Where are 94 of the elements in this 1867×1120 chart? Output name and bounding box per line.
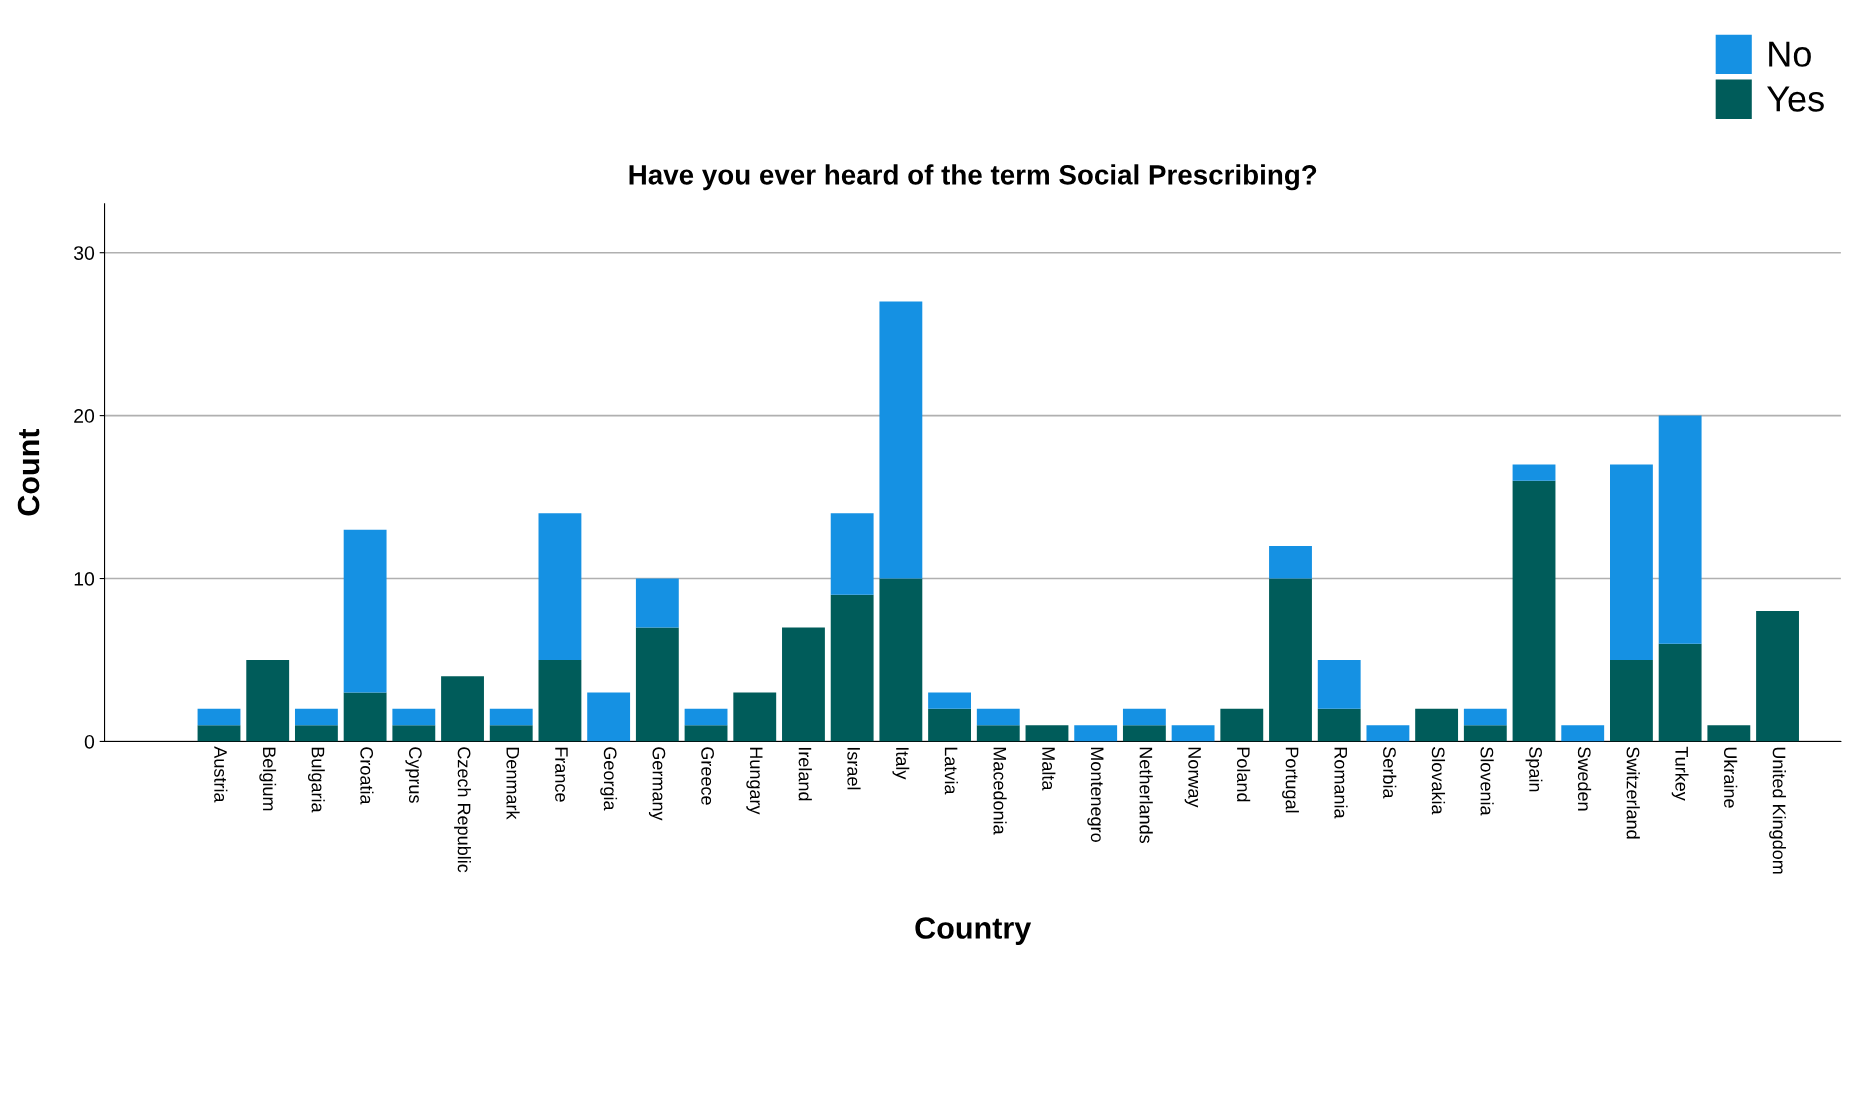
- bar: [392, 708, 436, 726]
- x-tick-label: United Kingdom: [1769, 747, 1786, 874]
- x-axis-title: Country: [915, 917, 1032, 945]
- x-tick-label: Bulgaria: [308, 747, 325, 813]
- bar: [1171, 725, 1215, 742]
- bar: [1220, 708, 1264, 742]
- bar: [1463, 708, 1507, 726]
- bar: [782, 627, 825, 742]
- x-tick-label: France: [555, 747, 568, 802]
- x-tick-label: Greece: [701, 747, 714, 805]
- bar: [1269, 578, 1312, 742]
- bar: [879, 301, 923, 579]
- x-tick-label: Montenegro: [1087, 747, 1104, 842]
- bar: [197, 725, 241, 742]
- bar: [928, 692, 971, 709]
- bar: [538, 659, 582, 742]
- bar: [197, 708, 241, 726]
- x-tick-label: Slovakia: [1431, 747, 1446, 815]
- bar: [1610, 464, 1653, 660]
- x-tick-label: Poland: [1236, 747, 1251, 802]
- bar: [538, 513, 582, 660]
- x-tick-label: Macedonia: [993, 747, 1007, 835]
- bar: [489, 708, 533, 726]
- bar: [976, 708, 1020, 726]
- bar: [1707, 725, 1751, 742]
- x-tick-label: Denmark: [506, 747, 520, 820]
- bar: [1317, 708, 1361, 742]
- bar: [1074, 725, 1118, 742]
- bar: [343, 692, 387, 742]
- bar: [830, 513, 874, 595]
- x-tick-label: Cyprus: [405, 747, 422, 803]
- bar: [684, 708, 728, 726]
- x-tick-label: Croatia: [360, 747, 374, 805]
- x-tick-label: Georgia: [600, 747, 618, 811]
- x-tick-label: Spain: [1525, 747, 1543, 792]
- x-tick-label: Netherlands: [1139, 747, 1153, 844]
- x-tick-label: Ukraine: [1724, 747, 1738, 808]
- bar: [489, 725, 533, 742]
- bar: [976, 725, 1020, 742]
- bar: [684, 725, 728, 742]
- y-tick-label: 0: [84, 734, 95, 749]
- x-tick-label: Sweden: [1577, 747, 1592, 811]
- bar: [1512, 480, 1556, 742]
- x-tick-label: Italy: [892, 747, 910, 780]
- bar: [1366, 725, 1410, 742]
- bar: [294, 708, 338, 726]
- bar: [1317, 659, 1361, 709]
- bar: [879, 578, 923, 742]
- x-tick-label: Serbia: [1383, 747, 1397, 799]
- bar: [1269, 545, 1312, 579]
- bar: [1025, 725, 1069, 742]
- x-tick-label: Germany: [648, 747, 666, 821]
- x-tick-label: Belgium: [259, 747, 277, 811]
- x-tick-label: Latvia: [944, 747, 958, 795]
- x-tick-label: Austria: [214, 746, 228, 803]
- bar: [441, 676, 484, 742]
- bar: [1610, 659, 1653, 742]
- x-tick-label: Turkey: [1671, 746, 1689, 801]
- x-tick-label: Romania: [1334, 747, 1348, 819]
- x-tick-label: Slovenia: [1480, 747, 1494, 816]
- x-tick-label: Czech Republic: [454, 747, 471, 873]
- bar: [1512, 464, 1556, 481]
- bar: [1463, 725, 1507, 742]
- bar: [1122, 725, 1166, 742]
- bar: [1122, 708, 1166, 726]
- x-tick-label: Portugal: [1282, 747, 1299, 813]
- x-tick-label: Ireland: [798, 747, 812, 801]
- legend-label: Yes: [1767, 86, 1824, 112]
- x-tick-label: Israel: [847, 747, 861, 790]
- chart-title: Have you ever heard of the term Social Prescribing?: [629, 164, 1317, 191]
- bar: [635, 627, 679, 742]
- bar: [1658, 415, 1702, 644]
- bar: [1658, 643, 1702, 742]
- bar: [246, 659, 290, 742]
- bar: [928, 708, 971, 742]
- bar: [1561, 725, 1605, 742]
- y-tick-label: 30: [73, 246, 95, 260]
- bar: [1415, 708, 1459, 742]
- bar: [392, 725, 436, 742]
- y-tick-label: 10: [74, 572, 95, 586]
- x-tick-label: Norway: [1184, 747, 1201, 808]
- x-tick-label: Switzerland: [1626, 747, 1640, 839]
- bar: [294, 725, 338, 742]
- y-axis-title: Count: [17, 428, 40, 516]
- bar: [587, 692, 631, 742]
- y-tick-label: 20: [74, 409, 95, 423]
- x-tick-label: Hungary: [746, 747, 763, 815]
- x-tick-label: Malta: [1042, 747, 1056, 791]
- bar: [635, 578, 679, 628]
- bar: [733, 692, 777, 742]
- legend-label: No: [1769, 41, 1811, 67]
- bar: [1756, 611, 1799, 742]
- bar: [343, 529, 387, 693]
- bar: [830, 594, 874, 742]
